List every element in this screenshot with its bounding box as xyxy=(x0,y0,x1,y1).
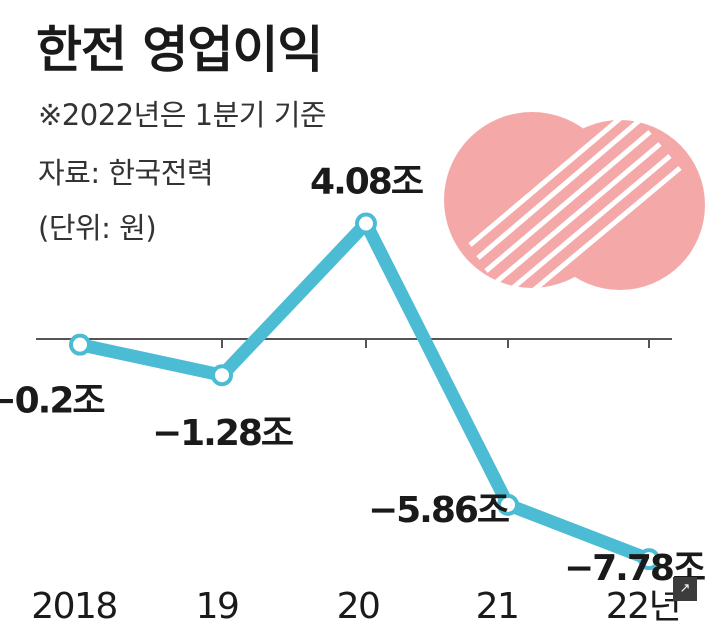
chart-source: 자료: 한국전력 xyxy=(38,156,214,190)
data-points xyxy=(69,212,660,571)
x-tick-label: 2018 xyxy=(31,586,117,627)
kepco-logo-icon xyxy=(444,108,705,295)
x-tick-labels: 2018 19 20 21 22년 xyxy=(31,586,682,627)
x-tick-label: 22년 xyxy=(606,586,680,627)
x-tick-label: 19 xyxy=(196,586,239,627)
data-point xyxy=(497,493,519,516)
x-axis xyxy=(36,338,672,348)
data-label: 4.08조 xyxy=(310,162,423,203)
chart-title: 한전 영업이익 xyxy=(36,21,323,79)
data-point xyxy=(355,212,377,235)
expand-icon[interactable]: ↗ xyxy=(673,577,697,601)
chart-unit: (단위: 원) xyxy=(38,211,157,245)
x-tick-label: 21 xyxy=(476,586,519,627)
data-point xyxy=(638,548,660,571)
data-label: −1.28조 xyxy=(152,413,293,454)
data-label: −5.86조 xyxy=(368,490,509,531)
chart-note: ※2022년은 1분기 기준 xyxy=(38,98,327,132)
x-tick-label: 20 xyxy=(337,586,380,627)
data-point xyxy=(69,333,91,356)
data-point xyxy=(211,364,233,387)
data-label: −0.2조 xyxy=(0,381,104,422)
